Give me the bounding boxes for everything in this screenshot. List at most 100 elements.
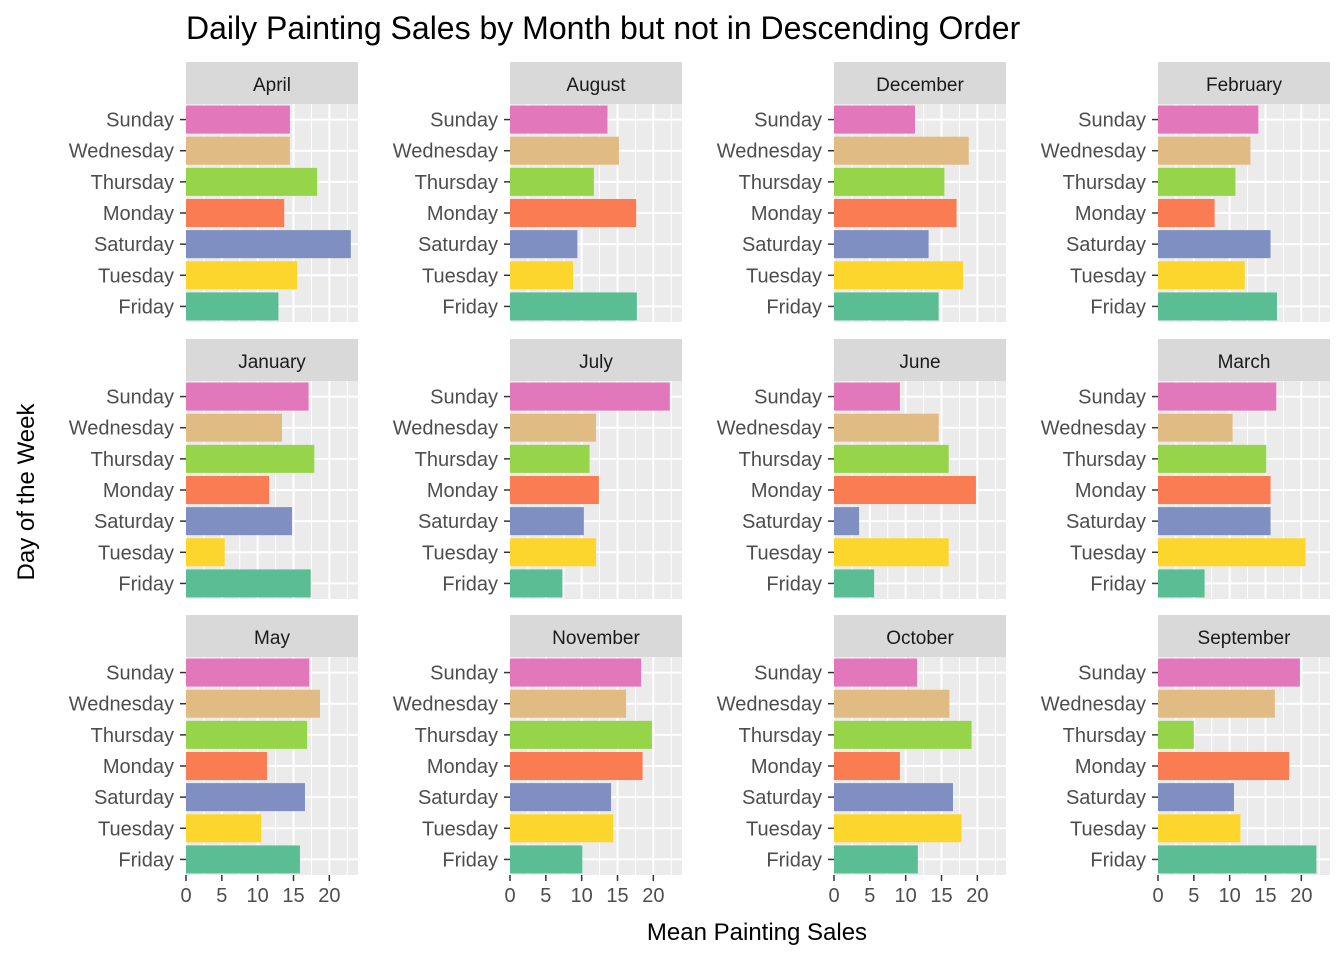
- bar-october-tuesday: [834, 814, 962, 843]
- bar-april-wednesday: [186, 136, 290, 165]
- bar-may-friday: [186, 845, 300, 874]
- bar-july-thursday: [510, 444, 590, 473]
- bar-april-friday: [186, 292, 279, 321]
- y-tick-label-sunday: Sunday: [106, 663, 174, 685]
- y-tick-label-tuesday: Tuesday: [422, 542, 498, 564]
- y-tick-label-tuesday: Tuesday: [98, 818, 174, 840]
- y-tick-label-friday: Friday: [1090, 296, 1146, 318]
- y-tick-label-wednesday: Wednesday: [717, 694, 822, 716]
- bar-november-saturday: [510, 783, 612, 812]
- y-tick-label-saturday: Saturday: [742, 787, 822, 809]
- bar-april-thursday: [186, 167, 318, 196]
- strip-may: [186, 615, 358, 657]
- bar-january-tuesday: [186, 538, 225, 567]
- bar-july-wednesday: [510, 413, 596, 442]
- y-tick-label-saturday: Saturday: [1066, 511, 1146, 533]
- x-tick-label: 10: [571, 885, 593, 907]
- y-tick-label-saturday: Saturday: [1066, 234, 1146, 256]
- bar-august-saturday: [510, 230, 578, 259]
- y-tick-label-friday: Friday: [442, 849, 498, 871]
- y-tick-label-thursday: Thursday: [1063, 172, 1146, 194]
- y-tick-label-tuesday: Tuesday: [98, 542, 174, 564]
- bar-october-sunday: [834, 658, 918, 687]
- bar-october-wednesday: [834, 689, 950, 718]
- bar-june-tuesday: [834, 538, 949, 567]
- bar-september-tuesday: [1158, 814, 1241, 843]
- panel-december: December Sunday Wednesday Thursday Monday Sat…: [717, 62, 1006, 322]
- bar-february-saturday: [1158, 230, 1271, 259]
- panel-may: May Sunday Wednesday Thursday Monday Saturday…: [69, 615, 358, 907]
- bar-july-sunday: [510, 382, 670, 411]
- bar-june-monday: [834, 475, 976, 505]
- x-tick-label: 5: [216, 885, 227, 907]
- y-tick-label-thursday: Thursday: [91, 725, 174, 747]
- y-tick-label-saturday: Saturday: [94, 511, 174, 533]
- bar-march-sunday: [1158, 382, 1277, 411]
- y-tick-label-saturday: Saturday: [742, 511, 822, 533]
- bar-may-saturday: [186, 783, 305, 812]
- bar-july-monday: [510, 475, 599, 505]
- bar-december-thursday: [834, 167, 945, 196]
- y-tick-label-sunday: Sunday: [754, 387, 822, 409]
- bar-december-saturday: [834, 230, 929, 259]
- y-tick-label-friday: Friday: [118, 296, 174, 318]
- x-tick-label: 5: [540, 885, 551, 907]
- x-tick-label: 10: [247, 885, 269, 907]
- bar-july-saturday: [510, 507, 584, 536]
- y-tick-label-monday: Monday: [103, 756, 174, 778]
- x-tick-label: 20: [1290, 885, 1312, 907]
- y-tick-label-sunday: Sunday: [754, 110, 822, 132]
- bar-march-wednesday: [1158, 413, 1233, 442]
- strip-label-june: June: [899, 352, 940, 373]
- x-tick-label: 5: [1188, 885, 1199, 907]
- y-tick-label-sunday: Sunday: [106, 387, 174, 409]
- y-tick-label-tuesday: Tuesday: [1070, 542, 1146, 564]
- bar-august-sunday: [510, 105, 608, 134]
- strip-june: [834, 339, 1006, 381]
- y-tick-label-sunday: Sunday: [754, 663, 822, 685]
- y-tick-label-saturday: Saturday: [418, 787, 498, 809]
- y-tick-label-monday: Monday: [751, 756, 822, 778]
- y-tick-label-friday: Friday: [766, 573, 822, 595]
- bar-september-friday: [1158, 845, 1317, 874]
- y-tick-label-thursday: Thursday: [1063, 725, 1146, 747]
- y-tick-label-saturday: Saturday: [1066, 787, 1146, 809]
- y-tick-label-thursday: Thursday: [739, 449, 822, 471]
- strip-label-february: February: [1206, 75, 1283, 96]
- y-tick-label-friday: Friday: [442, 296, 498, 318]
- bar-december-sunday: [834, 105, 915, 134]
- y-tick-label-wednesday: Wednesday: [1041, 141, 1146, 163]
- y-tick-label-monday: Monday: [427, 203, 498, 225]
- y-tick-label-wednesday: Wednesday: [717, 418, 822, 440]
- bar-september-saturday: [1158, 783, 1234, 812]
- y-tick-label-sunday: Sunday: [430, 387, 498, 409]
- y-tick-label-monday: Monday: [103, 480, 174, 502]
- y-tick-label-wednesday: Wednesday: [69, 694, 174, 716]
- bar-march-tuesday: [1158, 538, 1306, 567]
- bar-february-tuesday: [1158, 261, 1245, 290]
- bar-march-monday: [1158, 475, 1271, 505]
- y-tick-label-saturday: Saturday: [742, 234, 822, 256]
- x-tick-label: 0: [180, 885, 191, 907]
- y-tick-label-tuesday: Tuesday: [746, 265, 822, 287]
- bar-november-sunday: [510, 658, 642, 687]
- panel-january: January Sunday Wednesday Thursday Monday Satu…: [69, 339, 358, 599]
- strip-february: [1158, 62, 1330, 104]
- chart-title: Daily Painting Sales by Month but not in…: [186, 10, 1021, 46]
- x-tick-label: 0: [828, 885, 839, 907]
- y-axis-title: Day of the Week: [13, 403, 40, 581]
- bar-october-friday: [834, 845, 918, 874]
- strip-label-september: September: [1198, 628, 1292, 649]
- bar-february-thursday: [1158, 167, 1236, 196]
- bar-april-sunday: [186, 105, 290, 134]
- strip-january: [186, 339, 358, 381]
- bar-may-monday: [186, 751, 267, 781]
- y-tick-label-thursday: Thursday: [91, 449, 174, 471]
- bar-january-sunday: [186, 382, 309, 411]
- bar-november-thursday: [510, 720, 652, 749]
- y-tick-label-wednesday: Wednesday: [1041, 694, 1146, 716]
- y-tick-label-wednesday: Wednesday: [1041, 418, 1146, 440]
- strip-march: [1158, 339, 1330, 381]
- y-tick-label-tuesday: Tuesday: [746, 542, 822, 564]
- x-tick-label: 0: [1152, 885, 1163, 907]
